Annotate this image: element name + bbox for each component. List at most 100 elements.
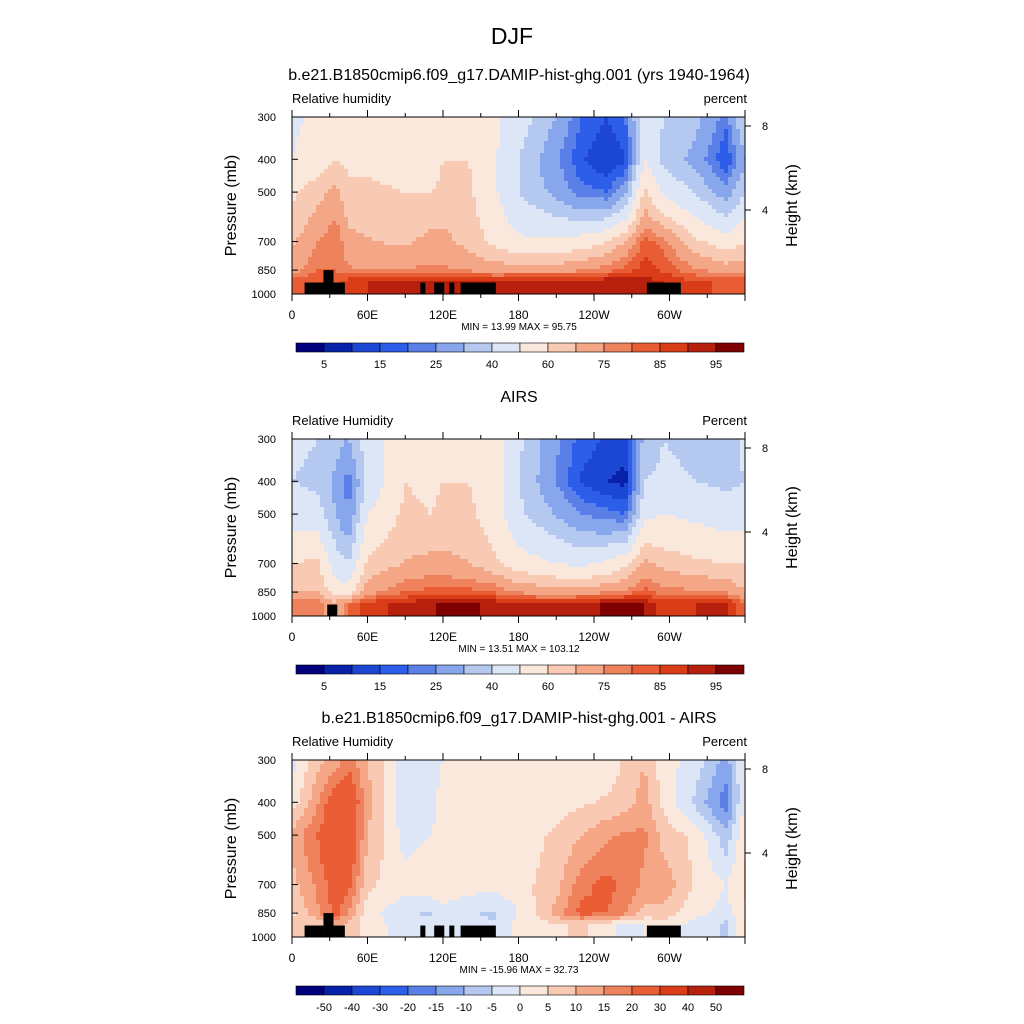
heatmap-cell [664, 217, 669, 222]
heatmap-cell [496, 173, 501, 178]
heatmap-cell [572, 141, 577, 146]
heatmap-cell [684, 273, 689, 278]
heatmap-cell [468, 229, 473, 234]
heatmap-cell [496, 265, 501, 270]
heatmap-cell [496, 121, 501, 126]
heatmap-cell [448, 149, 453, 154]
heatmap-cell [704, 277, 709, 282]
heatmap-cell [584, 213, 589, 218]
heatmap-cell [736, 133, 741, 138]
heatmap-cell [620, 133, 625, 138]
heatmap-cell [552, 181, 557, 186]
heatmap-cell [472, 257, 477, 262]
heatmap-cell [468, 277, 473, 282]
heatmap-cell [532, 269, 537, 274]
heatmap-cell [376, 189, 381, 194]
heatmap-cell [324, 157, 329, 162]
heatmap-cell [596, 289, 601, 294]
heatmap-cell [348, 209, 353, 214]
heatmap-cell [588, 133, 593, 138]
heatmap-cell [684, 225, 689, 230]
heatmap-cell [336, 229, 341, 234]
heatmap-cell [740, 269, 745, 274]
heatmap-cell [508, 197, 513, 202]
heatmap-cell [716, 201, 721, 206]
heatmap-cell [460, 253, 465, 258]
heatmap-cell [656, 133, 661, 138]
heatmap-cell [628, 281, 633, 286]
heatmap-cell [560, 269, 565, 274]
heatmap-cell [576, 245, 581, 250]
heatmap-cell [620, 157, 625, 162]
heatmap-cell [444, 257, 449, 262]
heatmap-cell [396, 141, 401, 146]
heatmap-cell [736, 269, 741, 274]
heatmap-cell [612, 149, 617, 154]
heatmap-cell [656, 241, 661, 246]
heatmap-cell [672, 157, 677, 162]
heatmap-cell [340, 265, 345, 270]
heatmap-cell [560, 137, 565, 142]
heatmap-cell [524, 197, 529, 202]
heatmap-cell [504, 177, 509, 182]
heatmap-cell [348, 197, 353, 202]
heatmap-cell [688, 133, 693, 138]
heatmap-cell [496, 209, 501, 214]
heatmap-cell [292, 285, 297, 290]
heatmap-cell [708, 137, 713, 142]
heatmap-cell [352, 117, 357, 122]
heatmap-cell [460, 181, 465, 186]
heatmap-cell [716, 241, 721, 246]
heatmap-cell [612, 165, 617, 170]
heatmap-cell [376, 121, 381, 126]
heatmap-cell [720, 281, 725, 286]
heatmap-cell [328, 257, 333, 262]
heatmap-cell [336, 161, 341, 166]
heatmap-cell [640, 225, 645, 230]
heatmap-cell [720, 249, 725, 254]
heatmap-cell [672, 149, 677, 154]
heatmap-cell [716, 157, 721, 162]
heatmap-cell [400, 161, 405, 166]
heatmap-cell [404, 281, 409, 286]
heatmap-cell [412, 241, 417, 246]
heatmap-cell [736, 249, 741, 254]
heatmap-cell [360, 221, 365, 226]
heatmap-cell [388, 253, 393, 258]
heatmap-cell [536, 145, 541, 150]
heatmap-cell [356, 133, 361, 138]
heatmap-cell [524, 117, 529, 122]
heatmap-cell [456, 153, 461, 158]
heatmap-cell [448, 193, 453, 198]
heatmap-cell [628, 209, 633, 214]
heatmap-cell [416, 181, 421, 186]
heatmap-cell [328, 237, 333, 242]
heatmap-cell [456, 289, 461, 294]
heatmap-cell [464, 273, 469, 278]
heatmap-cell [348, 221, 353, 226]
heatmap-cell [312, 269, 317, 274]
heatmap-cell [532, 217, 537, 222]
heatmap-cell [592, 281, 597, 286]
heatmap-cell [560, 261, 565, 266]
heatmap-cell [392, 265, 397, 270]
heatmap-cell [356, 205, 361, 210]
heatmap-cell [340, 121, 345, 126]
heatmap-cell [640, 269, 645, 274]
heatmap-cell [496, 161, 501, 166]
heatmap-cell [484, 229, 489, 234]
heatmap-cell [456, 149, 461, 154]
heatmap-cell [428, 181, 433, 186]
heatmap-cell [356, 229, 361, 234]
heatmap-cell [548, 245, 553, 250]
heatmap-cell [364, 213, 369, 218]
heatmap-cell [388, 281, 393, 286]
heatmap-cell [412, 277, 417, 282]
heatmap-cell [384, 281, 389, 286]
heatmap-cell [436, 149, 441, 154]
heatmap-cell [480, 117, 485, 122]
heatmap-cell [704, 193, 709, 198]
heatmap-cell [636, 265, 641, 270]
heatmap-cell [364, 129, 369, 134]
heatmap-cell [664, 125, 669, 130]
